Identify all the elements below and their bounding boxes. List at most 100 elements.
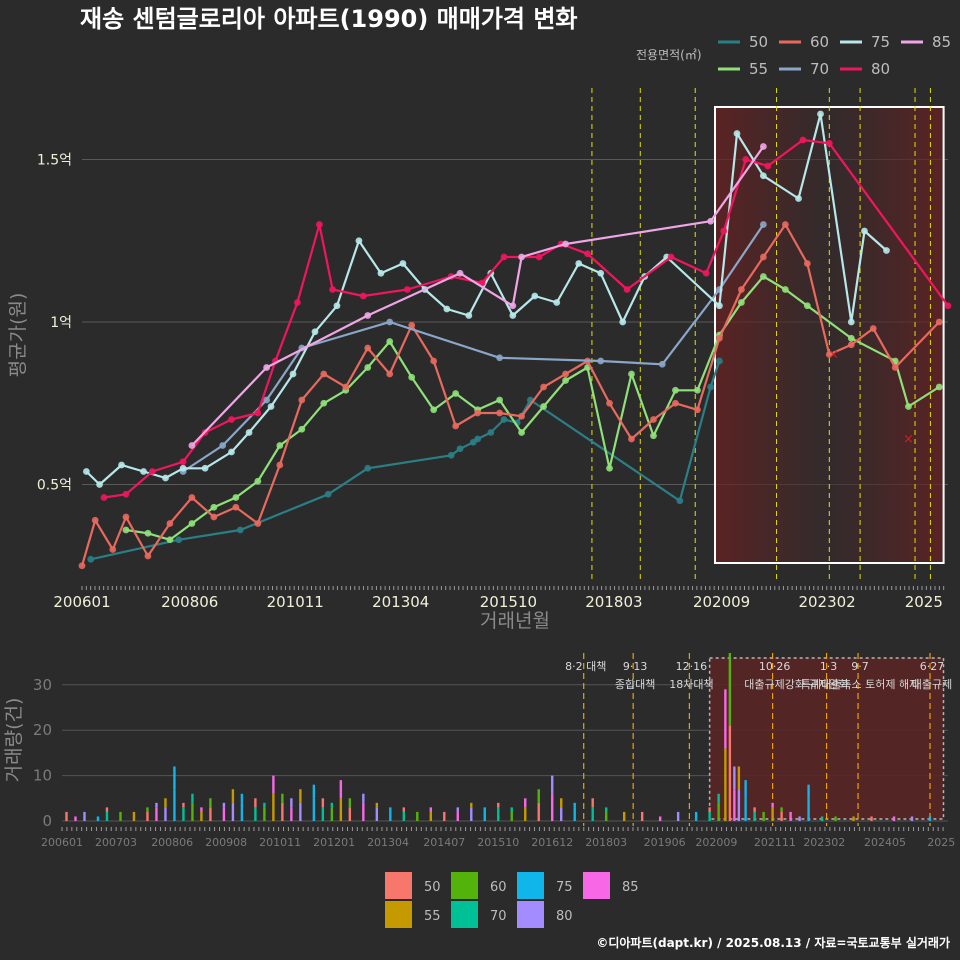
volume-bar-top-66 [807,784,810,799]
point-60-13 [342,383,350,391]
point-50-5 [447,451,455,459]
volume-bar-29 [362,802,365,821]
y-axis-title: 평균가(원) [7,293,29,378]
point-50-3 [324,490,332,498]
point-60-30 [716,334,723,342]
point-55-14 [430,406,438,414]
point-50-6 [456,445,464,453]
bottom-legend-label-80: 80 [556,909,573,924]
point-60-0 [78,562,86,570]
volume-bar-44 [560,807,563,821]
point-75-11 [311,328,319,336]
point-50-10 [500,416,508,423]
volume-bar-top-8 [155,802,158,808]
point-60-12 [320,370,328,378]
point-80-21 [702,269,710,277]
volume-bar-top-40 [510,807,513,812]
volume-bar-top-31 [389,807,392,812]
point-60-16 [408,321,416,329]
volume-bar-top-55 [724,689,727,749]
bottom-legend-swatch-80 [517,901,544,928]
legend-label-80: 80 [871,60,890,78]
volume-bar-1 [74,816,77,821]
point-60-29 [694,406,701,414]
point-60-17 [430,357,438,365]
volume-bar-11 [182,807,185,821]
volume-bar-22 [290,807,293,821]
point-80-10 [329,286,336,293]
volume-bar-65 [798,816,801,821]
volume-bar-top-4 [105,807,109,812]
vol-x-tick-200601: 200601 [41,836,83,849]
point-75-22 [553,299,561,306]
bottom-legend-swatch-75 [517,872,544,899]
volume-bar-top-14 [209,798,212,808]
legend-label-75: 75 [871,33,890,51]
point-80-6 [254,409,262,417]
volume-bar-12 [191,802,194,821]
volume-bar-51 [676,811,680,821]
vol-x-tick-202302: 202302 [803,836,845,849]
volume-bar-66 [807,798,810,821]
vol-x-tick-201407: 201407 [423,836,465,849]
volume-bar-top-41 [524,798,527,808]
volume-bar-0 [65,811,68,821]
point-55-12 [386,338,394,345]
point-55-30 [781,286,789,293]
volume-bar-top-44 [560,798,563,808]
volume-bar-42 [537,802,540,821]
volume-bar-top-9 [164,798,167,808]
volume-bar-top-32 [402,807,406,812]
volume-bar-top-43 [551,775,554,794]
volume-bar-top-25 [321,798,325,808]
volume-bar-top-20 [272,775,275,794]
point-70-9 [759,221,767,228]
volume-bar-9 [164,807,167,821]
volume-bar-20 [272,793,275,821]
point-75-32 [817,110,824,118]
volume-bar-top-12 [191,793,194,803]
volume-bar-70 [870,816,873,821]
policy-sublabel-4: 규제완화 [808,678,848,691]
volume-bar-8 [155,807,158,821]
vol-x-tick-202405: 202405 [864,836,906,849]
point-55-18 [518,429,525,436]
volume-chart: 8·2 대책 9·13 종합대책 12·16 18차대책 10·26 대출규제강화 1·3 규제… [3,653,955,849]
point-60-11 [298,396,306,404]
volume-bar-17 [240,802,244,821]
volume-bar-61 [762,811,765,821]
vol-x-tick-200703: 200703 [95,836,137,849]
volume-bar-59 [744,798,747,821]
vol-y-axis-title: 거래량(건) [3,698,25,783]
volume-bar-50 [658,816,662,821]
point-70-1 [219,442,227,449]
volume-bar-top-60 [753,807,756,812]
point-75-9 [267,403,275,410]
point-85-1 [263,364,271,371]
point-55-29 [759,273,767,280]
point-55-32 [847,334,855,342]
bottom-legend-swatch-55 [385,901,412,928]
x-tick-202009: 202009 [693,593,750,611]
policy-sublabel-5: 특례대출축소 토허제 해제 [801,677,919,691]
point-85-2 [364,312,372,319]
point-75-33 [847,318,855,326]
volume-bar-top-15 [222,802,226,808]
bottom-legend-label-50: 50 [424,880,441,895]
bottom-legend-label-70: 70 [490,909,507,924]
volume-bar-27 [339,798,343,821]
volume-bar-34 [429,811,432,821]
point-75-14 [377,269,385,277]
volume-bar-48 [622,811,626,821]
point-60-22 [540,383,547,391]
point-55-26 [694,386,701,394]
point-85-5 [518,253,525,261]
bottom-legend-label-75: 75 [556,880,573,895]
point-80-23 [742,156,750,163]
x-tick-200601: 200601 [53,593,110,611]
point-80-24 [764,162,772,170]
point-60-32 [759,253,767,261]
volume-bar-6 [132,811,136,821]
point-75-21 [531,292,539,300]
